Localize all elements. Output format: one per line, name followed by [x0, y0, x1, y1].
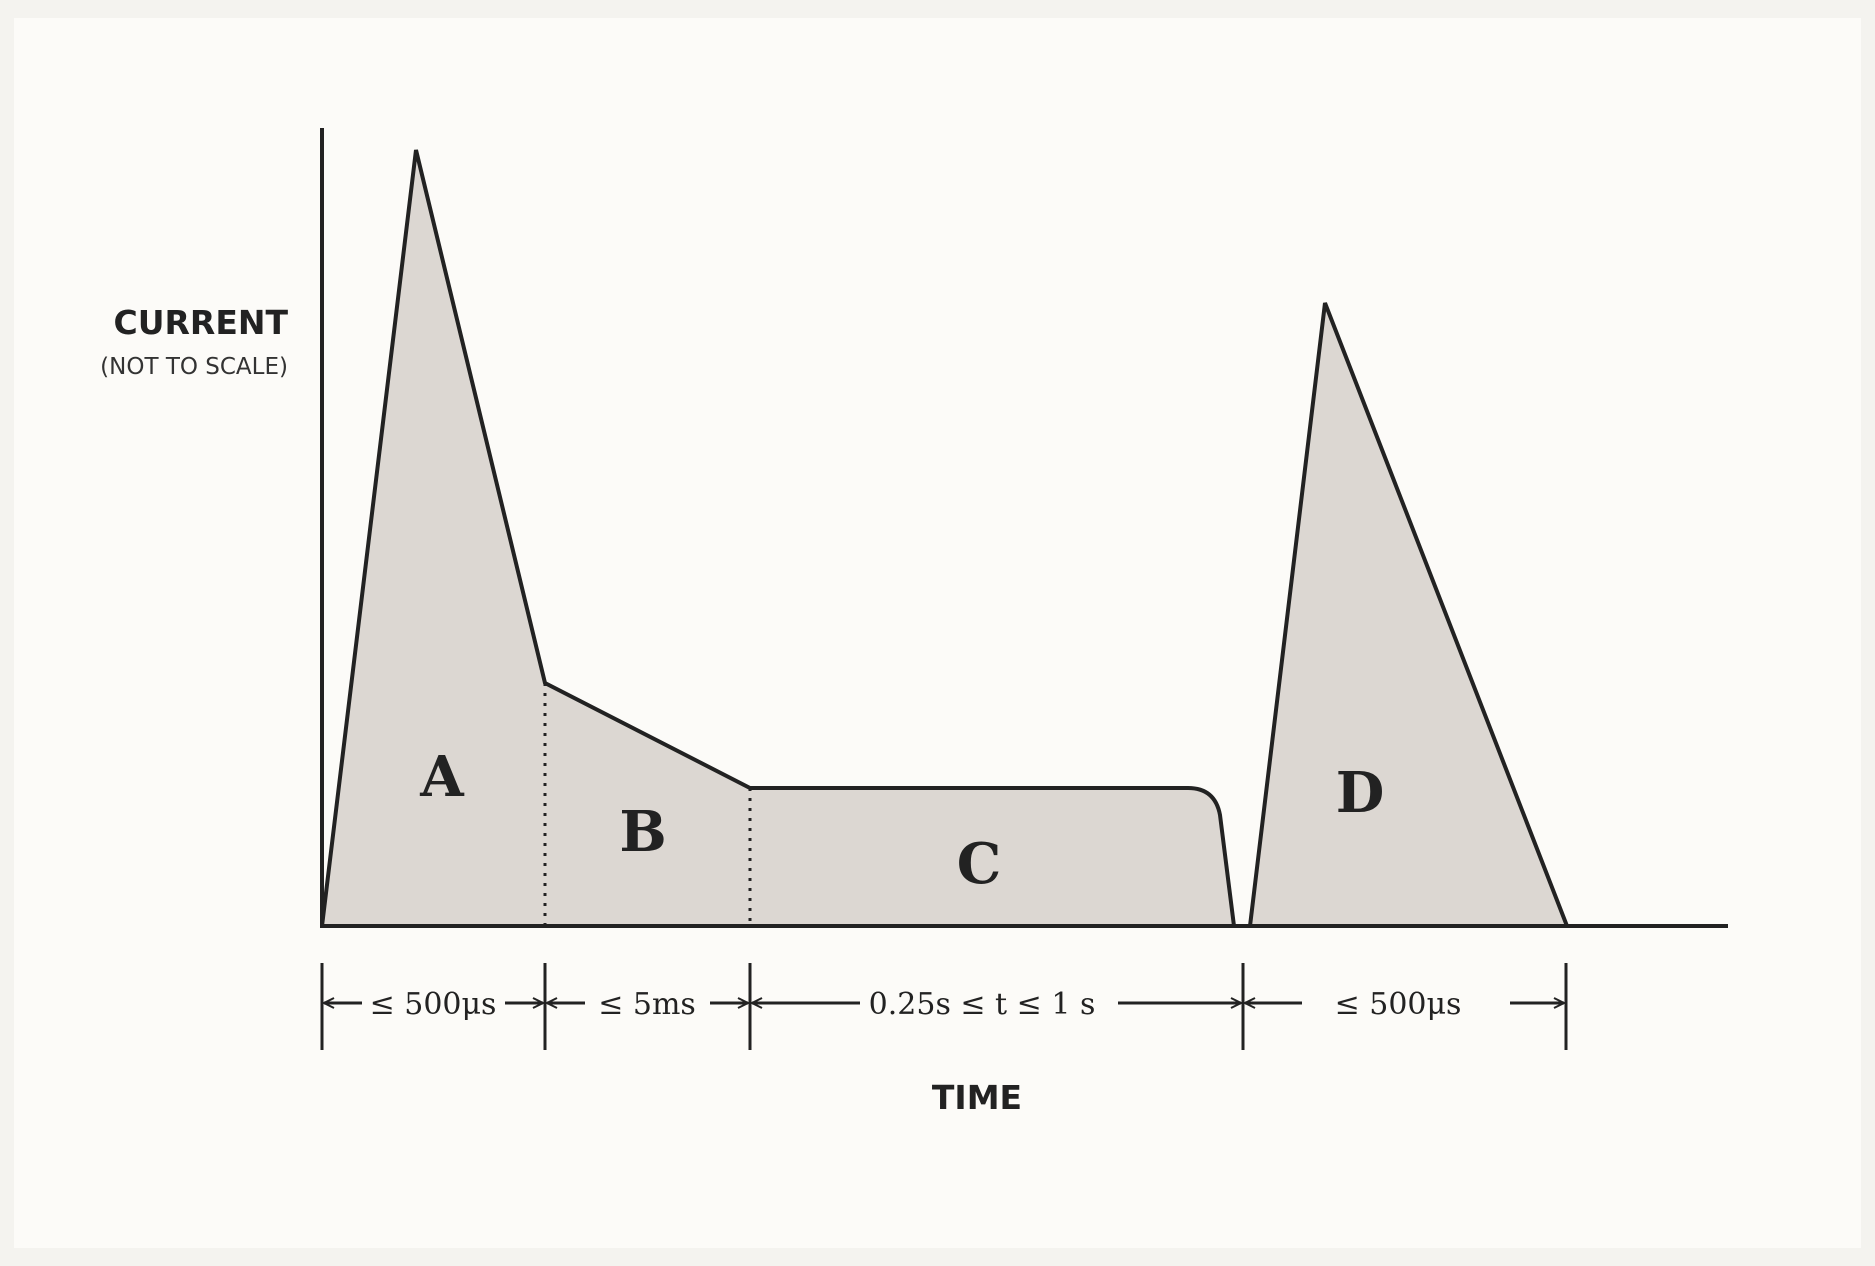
region-b-shape: [545, 683, 750, 926]
y-axis-note: (NOT TO SCALE): [100, 354, 288, 380]
duration-label-d: ≤ 500μs: [1335, 987, 1462, 1022]
region-label-c: C: [957, 831, 1002, 897]
region-label-d: D: [1336, 760, 1385, 826]
duration-label-a: ≤ 500μs: [370, 987, 497, 1022]
x-axis-title: TIME: [932, 1078, 1022, 1117]
y-axis-title: CURRENT: [113, 303, 288, 342]
region-label-b: B: [619, 799, 666, 865]
duration-label-c: 0.25s ≤ t ≤ 1 s: [869, 987, 1096, 1022]
region-d-shape: [1250, 303, 1567, 926]
region-a-shape: [322, 150, 545, 926]
duration-label-b: ≤ 5ms: [598, 987, 696, 1022]
region-label-a: A: [419, 744, 465, 810]
waveform-outline: [320, 149, 1569, 927]
region-c-shape: [750, 788, 1234, 926]
